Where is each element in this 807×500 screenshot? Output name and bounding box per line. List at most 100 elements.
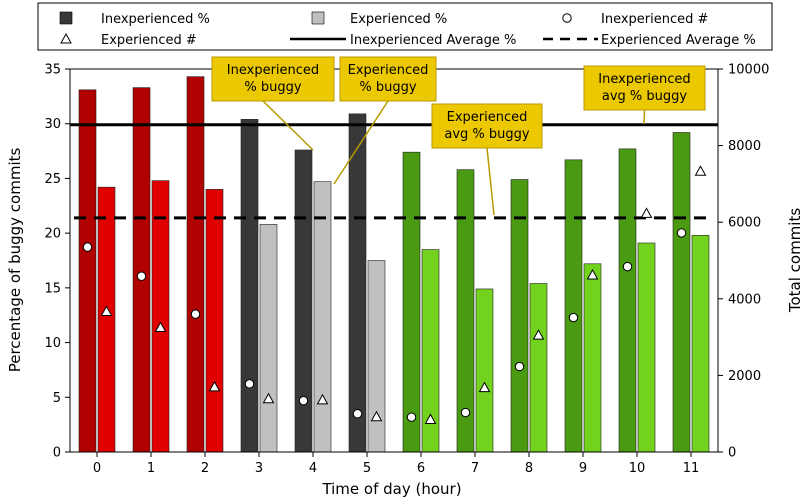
annotation-text: Experienced [447,110,528,125]
legend-label: Inexperienced # [601,12,708,27]
bar-inexperienced-9 [564,159,583,453]
y-tick-label: 35 [44,63,61,78]
annotation-text: Inexperienced [598,72,690,87]
y-tick-label: 30 [44,117,61,132]
y-axis-label: Percentage of buggy commits [6,148,24,373]
x-tick-label: 9 [579,461,587,476]
bar-inexperienced-8 [510,179,529,453]
y-tick-label: 5 [53,391,61,406]
legend-frame [37,2,773,51]
legend: Inexperienced % Experienced % Inexperience… [37,2,773,51]
annotation-text: avg % buggy [444,127,530,142]
annotation-box [339,56,437,102]
bar-experienced-7 [475,288,494,453]
y-tick-label: 0 [53,446,61,461]
annotation-box [583,65,706,111]
marker-experienced-count-0 [100,305,113,316]
y2-tick-label: 10000 [728,63,769,78]
bar-inexperienced-5 [348,113,367,453]
bar-experienced-4 [313,181,332,453]
legend-marker-inexperienced-count [562,13,572,23]
x-tick-label: 11 [683,461,700,476]
x-tick-label: 0 [93,461,101,476]
marker-inexperienced-count-9 [568,312,579,323]
bar-experienced-8 [529,283,548,453]
bar-inexperienced-1 [132,87,151,453]
marker-experienced-count-3 [262,392,275,404]
legend-swatch-experienced-pct [311,11,325,25]
bar-experienced-11 [691,235,710,453]
annotation-box [211,56,335,102]
bar-inexperienced-11 [672,132,691,453]
marker-experienced-count-10 [640,207,653,218]
x-tick-label: 2 [201,461,209,476]
marker-inexperienced-count-5 [352,409,363,419]
marker-inexperienced-count-0 [82,242,93,252]
annotation-text: Experienced [348,63,429,78]
marker-experienced-count-6 [424,413,437,424]
bar-inexperienced-3 [240,119,259,453]
y2-tick-label: 4000 [728,292,761,307]
bar-inexperienced-2 [186,76,205,453]
annotation-leader-line [333,100,389,185]
legend-label: Inexperienced Average % [350,33,516,48]
x-tick-label: 10 [629,461,646,476]
annotation-text: % buggy [359,80,416,95]
legend-label: Experienced # [101,33,197,48]
annotation-text: Inexperienced [227,63,319,78]
y2-tick-label: 0 [728,446,736,461]
x-tick-label: 4 [309,461,317,476]
y-tick-label: 15 [44,281,61,296]
x-tick-label: 3 [255,461,263,476]
x-tick-label: 8 [525,461,533,476]
bar-experienced-2 [205,189,224,453]
bar-inexperienced-10 [618,148,637,453]
y2-tick-label: 6000 [728,216,761,231]
bar-experienced-9 [583,263,602,453]
legend-label: Experienced % [350,12,447,27]
x-tick-label: 1 [147,461,155,476]
average-lines-layer [70,123,718,220]
marker-inexperienced-count-3 [244,379,255,389]
marker-experienced-count-4 [316,393,329,405]
legend-swatch-inexperienced-pct [59,11,73,25]
bar-experienced-3 [259,224,278,453]
marker-inexperienced-count-11 [676,228,687,238]
x-axis-label: Time of day (hour) [321,480,461,498]
marker-inexperienced-count-2 [190,309,201,319]
marker-inexperienced-count-4 [298,395,309,406]
bar-inexperienced-0 [78,89,97,453]
annotations-layer: Inexperienced % buggy Experienced % buggy Ex… [211,56,706,216]
annotation-box [431,103,543,149]
marker-inexperienced-count-8 [514,361,525,372]
y-tick-label: 25 [44,172,61,187]
markers-layer [82,165,707,424]
marker-experienced-count-8 [532,329,545,340]
bar-experienced-1 [151,180,170,453]
x-tick-label: 7 [471,461,479,476]
marker-inexperienced-count-1 [136,271,147,281]
y-tick-label: 20 [44,227,61,242]
marker-experienced-count-11 [694,165,707,176]
annotation-leader-line [486,147,495,216]
annotation-text: avg % buggy [602,89,688,104]
marker-experienced-count-9 [586,269,599,280]
y2-tick-label: 8000 [728,139,761,154]
bar-inexperienced-6 [402,151,421,453]
marker-inexperienced-count-10 [622,261,633,272]
bars-layer [78,76,710,453]
marker-experienced-count-1 [154,321,167,333]
x-tick-label: 6 [417,461,425,476]
marker-experienced-count-2 [208,380,221,392]
bar-experienced-5 [367,260,386,453]
y2-axis-label: Total commits [786,208,804,313]
legend-marker-experienced-count [60,32,72,44]
marker-inexperienced-count-7 [460,407,471,418]
bar-inexperienced-4 [294,149,313,453]
bar-experienced-0 [97,186,116,453]
annotation-text: % buggy [244,80,301,95]
marker-experienced-count-5 [370,410,383,422]
x-tick-label: 5 [363,461,371,476]
